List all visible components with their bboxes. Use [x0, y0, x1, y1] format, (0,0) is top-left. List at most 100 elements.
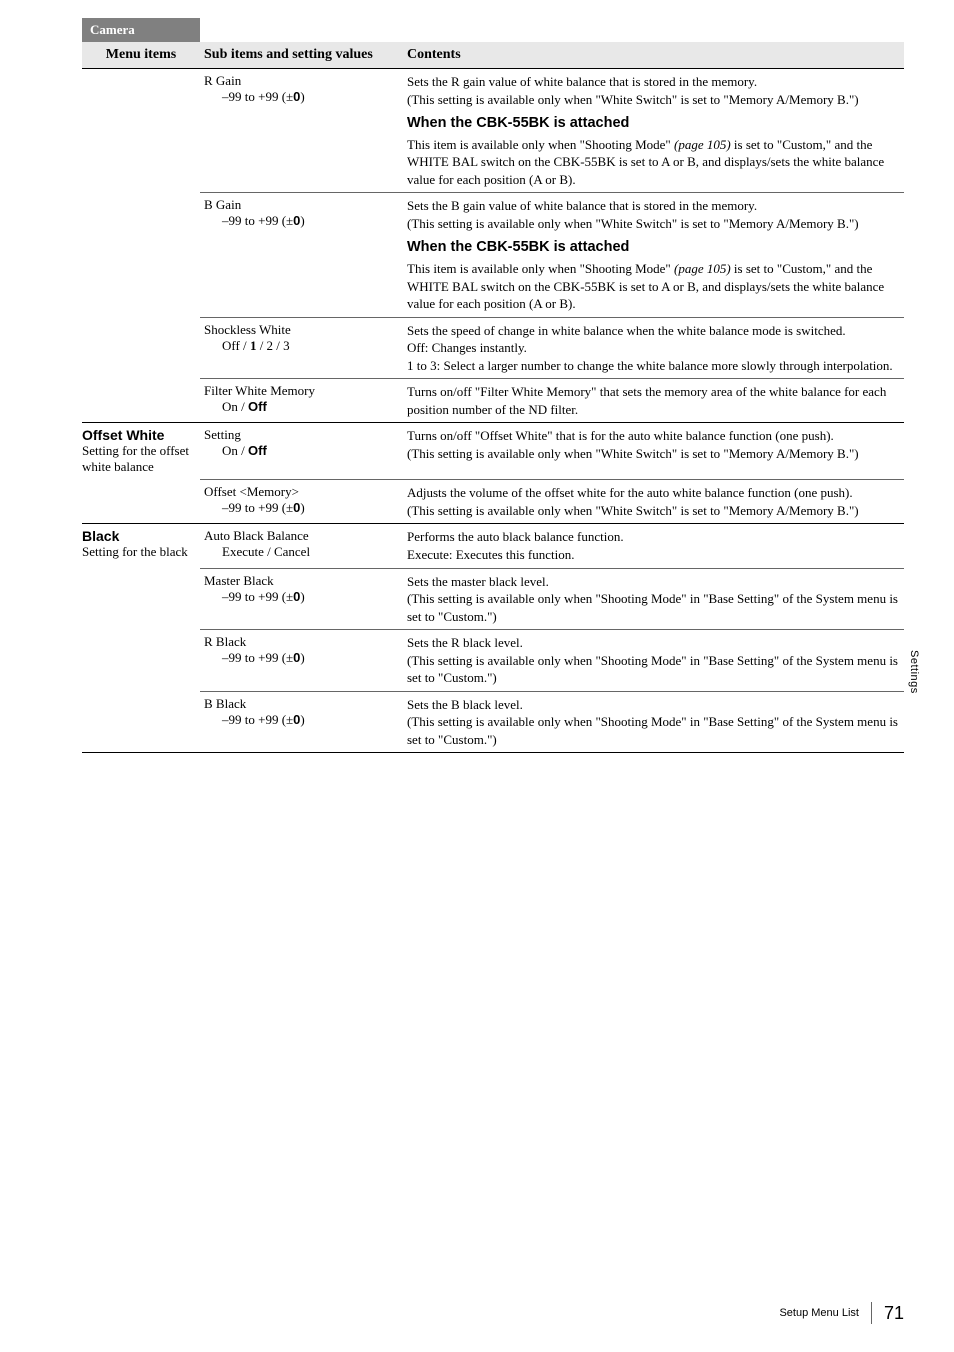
menu-item-title: Black — [82, 528, 194, 544]
menu-cell — [82, 480, 200, 523]
sub-item-name: R Black — [204, 634, 399, 650]
sub-val-pre: –99 to +99 (± — [222, 650, 293, 665]
sub-item-values: –99 to +99 (±0) — [204, 500, 399, 516]
sub-val-pre: –99 to +99 (± — [222, 500, 293, 515]
contents-cell: Turns on/off "Filter White Memory" that … — [403, 379, 904, 422]
contents-line: Performs the auto black balance function… — [407, 528, 900, 546]
contents-line: Turns on/off "Filter White Memory" that … — [407, 383, 900, 418]
header-row-1: Camera — [82, 18, 904, 42]
table-row: B Gain–99 to +99 (±0)Sets the B gain val… — [82, 193, 904, 317]
col-sub-items: Sub items and setting values — [200, 42, 403, 68]
table-row: Filter White MemoryOn / OffTurns on/off … — [82, 379, 904, 423]
sub-cell: R Black–99 to +99 (±0) — [200, 630, 403, 691]
sub-val-part: / 2 / 3 — [256, 338, 289, 353]
contents-line: (This setting is available only when "Wh… — [407, 502, 900, 520]
menu-cell — [82, 569, 200, 630]
attached-pre: This item is available only when "Shooti… — [407, 261, 674, 276]
contents-line: Sets the R gain value of white balance t… — [407, 73, 900, 91]
sub-val-part: Execute / Cancel — [222, 544, 310, 559]
sub-item-name: B Gain — [204, 197, 399, 213]
sub-item-values: Execute / Cancel — [204, 544, 399, 560]
contents-line: Sets the R black level. — [407, 634, 900, 652]
attached-pre: This item is available only when "Shooti… — [407, 137, 674, 152]
sub-item-values: –99 to +99 (±0) — [204, 650, 399, 666]
sub-item-values: –99 to +99 (±0) — [204, 213, 399, 229]
contents-cell: Turns on/off "Offset White" that is for … — [403, 423, 904, 479]
header-row-2: Menu items Sub items and setting values … — [82, 42, 904, 69]
menu-cell — [82, 379, 200, 422]
border-cover — [82, 479, 200, 480]
sub-item-name: Setting — [204, 427, 399, 443]
sub-val-post: ) — [300, 650, 304, 665]
sub-cell: Filter White MemoryOn / Off — [200, 379, 403, 422]
sub-item-values: –99 to +99 (±0) — [204, 712, 399, 728]
attached-heading: When the CBK-55BK is attached — [407, 238, 900, 258]
contents-line: (This setting is available only when "Sh… — [407, 652, 900, 687]
sub-cell: SettingOn / Off — [200, 423, 403, 479]
sub-item-name: Filter White Memory — [204, 383, 399, 399]
page-footer: Setup Menu List 71 — [779, 1302, 904, 1324]
menu-cell — [82, 318, 200, 379]
sub-item-name: R Gain — [204, 73, 399, 89]
table-row: R Black–99 to +99 (±0)Sets the R black l… — [82, 630, 904, 692]
sub-item-name: Offset <Memory> — [204, 484, 399, 500]
sub-val-post: ) — [300, 589, 304, 604]
contents-line: (This setting is available only when "Sh… — [407, 590, 900, 625]
sub-item-name: B Black — [204, 696, 399, 712]
sub-item-values: –99 to +99 (±0) — [204, 89, 399, 105]
table-row: BlackSetting for the blackAuto Black Bal… — [82, 524, 904, 568]
sub-val-post: ) — [300, 712, 304, 727]
sub-item-name: Master Black — [204, 573, 399, 589]
border-cover — [82, 691, 200, 692]
contents-line: Sets the B gain value of white balance t… — [407, 197, 900, 215]
sub-item-values: Off / 1 / 2 / 3 — [204, 338, 399, 354]
menu-cell — [82, 692, 200, 753]
table-row: Master Black–99 to +99 (±0)Sets the mast… — [82, 569, 904, 631]
menu-item-desc: Setting for the offset white balance — [82, 443, 194, 475]
footer-divider — [871, 1302, 872, 1324]
sub-val-part: Off — [248, 399, 267, 414]
sub-item-name: Shockless White — [204, 322, 399, 338]
col-menu-items: Menu items — [82, 42, 200, 68]
contents-line: Sets the speed of change in white balanc… — [407, 322, 900, 340]
contents-line: Turns on/off "Offset White" that is for … — [407, 427, 900, 445]
contents-cell: Sets the B gain value of white balance t… — [403, 193, 904, 316]
table-row: Offset <Memory>–99 to +99 (±0) Adjusts th… — [82, 480, 904, 524]
contents-cell: Performs the auto black balance function… — [403, 524, 904, 567]
attached-page-ref: (page 105) — [674, 261, 731, 276]
sub-val-pre: –99 to +99 (± — [222, 589, 293, 604]
table-row: Shockless WhiteOff / 1 / 2 / 3 Sets the s… — [82, 318, 904, 380]
sub-cell: Auto Black BalanceExecute / Cancel — [200, 524, 403, 567]
sub-val-post: ) — [300, 213, 304, 228]
sub-item-values: –99 to +99 (±0) — [204, 589, 399, 605]
settings-table: Camera Menu items Sub items and setting … — [82, 18, 904, 753]
attached-heading: When the CBK-55BK is attached — [407, 114, 900, 134]
contents-cell: Sets the master black level.(This settin… — [403, 569, 904, 630]
footer-title: Setup Menu List — [779, 1307, 859, 1319]
sub-cell: R Gain–99 to +99 (±0) — [200, 69, 403, 192]
contents-cell: Sets the R gain value of white balance t… — [403, 69, 904, 192]
contents-line: Sets the master black level. — [407, 573, 900, 591]
sub-val-pre: –99 to +99 (± — [222, 89, 293, 104]
menu-cell: BlackSetting for the black — [82, 524, 200, 567]
menu-item-desc: Setting for the black — [82, 544, 194, 560]
contents-cell: Sets the B black level.(This setting is … — [403, 692, 904, 753]
camera-header: Camera — [82, 18, 200, 42]
sub-val-post: ) — [300, 500, 304, 515]
menu-item-title: Offset White — [82, 427, 194, 443]
border-cover — [82, 378, 200, 379]
attached-body: This item is available only when "Shooti… — [407, 260, 900, 313]
contents-line: Sets the B black level. — [407, 696, 900, 714]
sub-val-part: Off — [248, 443, 267, 458]
contents-line: Adjusts the volume of the offset white f… — [407, 484, 900, 502]
contents-line: (This setting is available only when "Sh… — [407, 713, 900, 748]
menu-cell: Offset WhiteSetting for the offset white… — [82, 423, 200, 479]
sub-val-pre: –99 to +99 (± — [222, 712, 293, 727]
contents-line: (This setting is available only when "Wh… — [407, 215, 900, 233]
col-contents: Contents — [403, 42, 904, 68]
attached-page-ref: (page 105) — [674, 137, 731, 152]
contents-cell: Sets the speed of change in white balanc… — [403, 318, 904, 379]
contents-line: 1 to 3: Select a larger number to change… — [407, 357, 900, 375]
sub-cell: B Gain–99 to +99 (±0) — [200, 193, 403, 316]
sub-val-post: ) — [300, 89, 304, 104]
